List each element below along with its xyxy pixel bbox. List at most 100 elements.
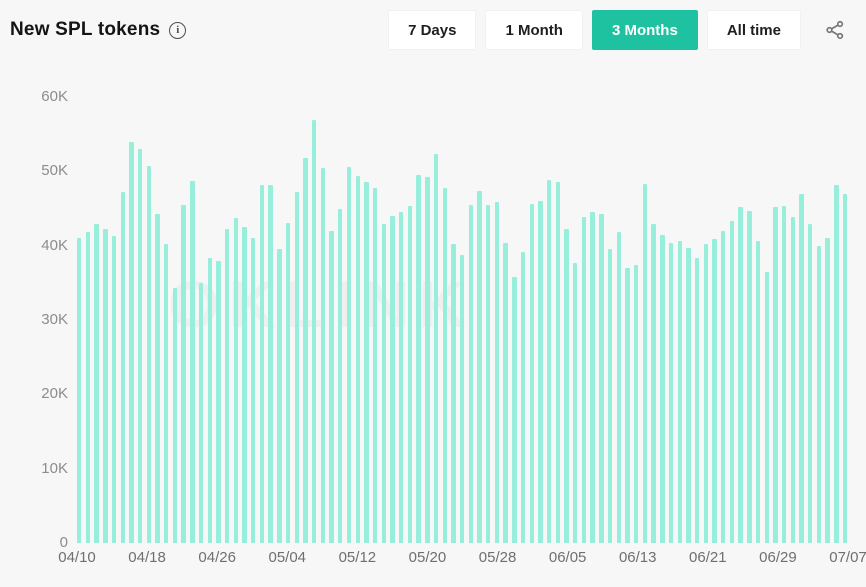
chart-bar-06/13[interactable] bbox=[634, 265, 639, 543]
chart-bar-06/14[interactable] bbox=[642, 183, 648, 543]
chart-bar-05/04[interactable] bbox=[285, 223, 291, 543]
chart-bar-05/03[interactable] bbox=[277, 249, 282, 543]
chart-bar-07/01[interactable] bbox=[790, 217, 796, 543]
chart-bar-04/22[interactable] bbox=[181, 204, 186, 543]
chart-bar-04/15[interactable] bbox=[120, 192, 125, 543]
chart-bar-06/10[interactable] bbox=[607, 249, 613, 543]
chart-bar-06/16[interactable] bbox=[660, 234, 665, 543]
chart-bar-04/16[interactable] bbox=[129, 141, 134, 543]
chart-bar-06/11[interactable] bbox=[616, 232, 621, 543]
chart-bar-05/31[interactable] bbox=[520, 251, 526, 543]
chart-bar-06/24[interactable] bbox=[729, 221, 735, 543]
chart-bar-06/18[interactable] bbox=[677, 241, 682, 543]
chart-bar-05/28[interactable] bbox=[494, 201, 500, 543]
chart-bar-04/29[interactable] bbox=[242, 227, 247, 543]
chart-bar-05/25[interactable] bbox=[468, 204, 474, 543]
chart-bar-06/12[interactable] bbox=[625, 267, 630, 543]
chart-bar-06/21[interactable] bbox=[703, 244, 709, 543]
chart-bar-04/24[interactable] bbox=[198, 282, 204, 543]
chart-bar-05/23[interactable] bbox=[451, 244, 456, 543]
chart-bar-07/02[interactable] bbox=[799, 194, 804, 543]
chart-bar-05/20[interactable] bbox=[425, 176, 430, 543]
chart-bar-06/09[interactable] bbox=[599, 214, 604, 543]
chart-bar-05/02[interactable] bbox=[268, 185, 273, 543]
chart-bar-06/25[interactable] bbox=[738, 207, 743, 543]
chart-bar-06/08[interactable] bbox=[590, 212, 595, 543]
range-button-7-days[interactable]: 7 Days bbox=[388, 10, 477, 50]
chart-bar-04/11[interactable] bbox=[85, 232, 91, 543]
y-tick-label: 20K bbox=[41, 385, 68, 403]
chart-bar-04/28[interactable] bbox=[233, 218, 239, 543]
chart-bar-04/30[interactable] bbox=[251, 238, 256, 543]
page-title: New SPL tokens bbox=[10, 19, 161, 40]
y-tick-label: 0 bbox=[59, 534, 68, 551]
chart-bar-06/07[interactable] bbox=[581, 217, 587, 543]
chart-bar-07/03[interactable] bbox=[808, 224, 813, 543]
chart-bar-05/01[interactable] bbox=[259, 184, 265, 543]
chart-bar-05/27[interactable] bbox=[486, 204, 491, 543]
chart-bar-07/07[interactable] bbox=[842, 194, 848, 543]
chart-bar-05/10[interactable] bbox=[338, 209, 343, 543]
chart-bar-06/15[interactable] bbox=[651, 224, 656, 543]
chart-bar-06/23[interactable] bbox=[721, 230, 726, 543]
chart-bar-06/20[interactable] bbox=[694, 257, 700, 543]
chart-bar-04/19[interactable] bbox=[155, 214, 160, 543]
chart-bar-05/15[interactable] bbox=[381, 224, 386, 543]
chart-bar-06/28[interactable] bbox=[764, 271, 769, 543]
range-button-3-months[interactable]: 3 Months bbox=[591, 10, 698, 50]
chart-bar-06/26[interactable] bbox=[747, 210, 752, 543]
chart-bar-06/19[interactable] bbox=[686, 247, 691, 543]
chart-bar-04/13[interactable] bbox=[103, 229, 108, 543]
chart-bar-06/01[interactable] bbox=[529, 204, 534, 543]
chart-bar-05/11[interactable] bbox=[346, 166, 352, 543]
chart-bar-05/13[interactable] bbox=[364, 182, 369, 543]
chart-bar-06/22[interactable] bbox=[712, 238, 717, 543]
chart-bar-05/12[interactable] bbox=[355, 175, 360, 543]
chart-bar-05/08[interactable] bbox=[320, 168, 326, 543]
chart-bar-07/04[interactable] bbox=[816, 246, 822, 543]
range-button-all-time[interactable]: All time bbox=[706, 10, 801, 50]
chart-bar-04/10[interactable] bbox=[77, 237, 82, 543]
chart-bar-06/29[interactable] bbox=[773, 207, 778, 543]
chart-bar-06/04[interactable] bbox=[555, 181, 561, 543]
chart-bar-06/27[interactable] bbox=[755, 241, 761, 543]
chart-bar-06/02[interactable] bbox=[538, 201, 543, 543]
chart-bar-05/18[interactable] bbox=[407, 206, 413, 543]
chart-bar-06/06[interactable] bbox=[573, 262, 578, 543]
chart-bar-04/18[interactable] bbox=[146, 166, 152, 543]
share-button[interactable] bbox=[818, 13, 852, 47]
chart-bar-04/21[interactable] bbox=[172, 288, 178, 543]
range-button-1-month[interactable]: 1 Month bbox=[485, 10, 583, 50]
chart-bar-05/09[interactable] bbox=[329, 230, 334, 543]
chart-bar-04/20[interactable] bbox=[164, 244, 169, 543]
chart-bar-04/17[interactable] bbox=[137, 149, 143, 543]
chart-bar-05/29[interactable] bbox=[503, 242, 508, 543]
chart-bar-06/03[interactable] bbox=[546, 179, 552, 543]
chart-bar-05/17[interactable] bbox=[399, 212, 404, 543]
chart-bar-05/16[interactable] bbox=[390, 215, 395, 543]
chart-bar-05/22[interactable] bbox=[442, 187, 447, 543]
chart-bar-05/30[interactable] bbox=[512, 276, 517, 543]
chart-bar-05/14[interactable] bbox=[372, 187, 378, 543]
info-icon[interactable]: i bbox=[169, 21, 187, 39]
chart-bar-04/14[interactable] bbox=[111, 236, 117, 543]
chart-bar-05/26[interactable] bbox=[477, 191, 482, 543]
chart-bar-04/25[interactable] bbox=[207, 257, 212, 543]
chart-bar-04/12[interactable] bbox=[94, 224, 99, 543]
chart-bar-05/24[interactable] bbox=[459, 254, 465, 543]
chart-bar-04/23[interactable] bbox=[190, 181, 195, 543]
chart-bar-06/05[interactable] bbox=[564, 228, 569, 543]
chart-bar-05/05[interactable] bbox=[294, 192, 299, 543]
chart-bar-05/07[interactable] bbox=[311, 120, 317, 543]
chart-bar-05/21[interactable] bbox=[433, 154, 439, 543]
chart-bar-07/06[interactable] bbox=[834, 184, 839, 543]
chart-bar-07/05[interactable] bbox=[825, 237, 830, 543]
chart-bar-05/06[interactable] bbox=[303, 157, 308, 543]
chart-bar-06/17[interactable] bbox=[668, 242, 674, 543]
chart-bar-06/30[interactable] bbox=[781, 206, 787, 543]
chart-bar-04/27[interactable] bbox=[224, 228, 230, 543]
chart-bar-05/19[interactable] bbox=[416, 175, 421, 543]
y-tick-label: 40K bbox=[41, 236, 68, 254]
chart-bar-04/26[interactable] bbox=[216, 260, 221, 543]
x-tick-label: 07/07 bbox=[829, 549, 866, 566]
